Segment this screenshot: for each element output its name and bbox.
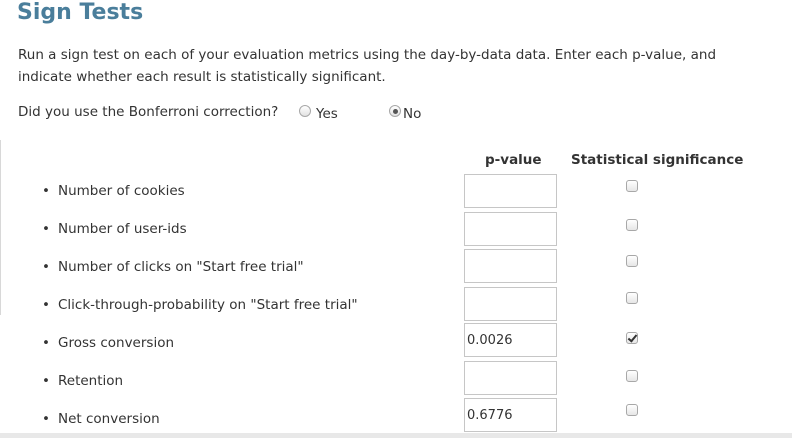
metric-name: Number of cookies (58, 183, 185, 199)
metric-name: Retention (58, 373, 124, 389)
pvalue-input[interactable] (464, 287, 557, 321)
bottom-divider (0, 433, 792, 438)
significance-checkbox[interactable] (626, 404, 638, 416)
metric-row-label: • Number of clicks on "Start free trial" (42, 259, 304, 275)
bullet: • (42, 335, 50, 351)
metric-row-label: • Gross conversion (42, 335, 174, 351)
pvalue-column-header: p-value (485, 152, 542, 168)
bonferroni-no-radio[interactable] (389, 105, 401, 117)
significance-checkbox[interactable] (626, 292, 638, 304)
significance-checkbox[interactable] (626, 332, 638, 344)
pvalue-input[interactable] (464, 249, 557, 283)
bonferroni-question: Did you use the Bonferroni correction? (18, 104, 279, 120)
pvalue-input[interactable] (464, 212, 557, 246)
bonferroni-no-label[interactable]: No (403, 106, 422, 122)
significance-column-header: Statistical significance (571, 152, 744, 168)
bullet: • (42, 221, 50, 237)
metric-name: Number of clicks on "Start free trial" (58, 259, 304, 275)
metric-name: Click-through-probability on "Start free… (58, 297, 358, 313)
significance-checkbox[interactable] (626, 180, 638, 192)
metric-row-label: • Click-through-probability on "Start fre… (42, 297, 358, 313)
bonferroni-yes-label[interactable]: Yes (316, 106, 338, 122)
metric-row-label: • Net conversion (42, 411, 160, 427)
bullet: • (42, 411, 50, 427)
metric-row-label: • Number of user-ids (42, 221, 187, 237)
pvalue-input[interactable] (464, 361, 557, 395)
metric-name: Gross conversion (58, 335, 175, 351)
bonferroni-yes-radio[interactable] (299, 105, 311, 117)
significance-checkbox[interactable] (626, 370, 638, 382)
panel-left-border (0, 140, 1, 315)
instructions-text: Run a sign test on each of your evaluati… (18, 47, 717, 85)
metric-row-label: • Retention (42, 373, 123, 389)
bullet: • (42, 183, 50, 199)
pvalue-input[interactable] (464, 398, 557, 432)
metric-name: Number of user-ids (58, 221, 187, 237)
metric-name: Net conversion (58, 411, 160, 427)
significance-checkbox[interactable] (626, 219, 638, 231)
pvalue-input[interactable] (464, 323, 557, 357)
metric-row-label: • Number of cookies (42, 183, 185, 199)
significance-checkbox[interactable] (626, 255, 638, 267)
bullet: • (42, 297, 50, 313)
bullet: • (42, 259, 50, 275)
page-title: Sign Tests (17, 0, 144, 25)
pvalue-input[interactable] (464, 174, 557, 208)
bullet: • (42, 373, 50, 389)
